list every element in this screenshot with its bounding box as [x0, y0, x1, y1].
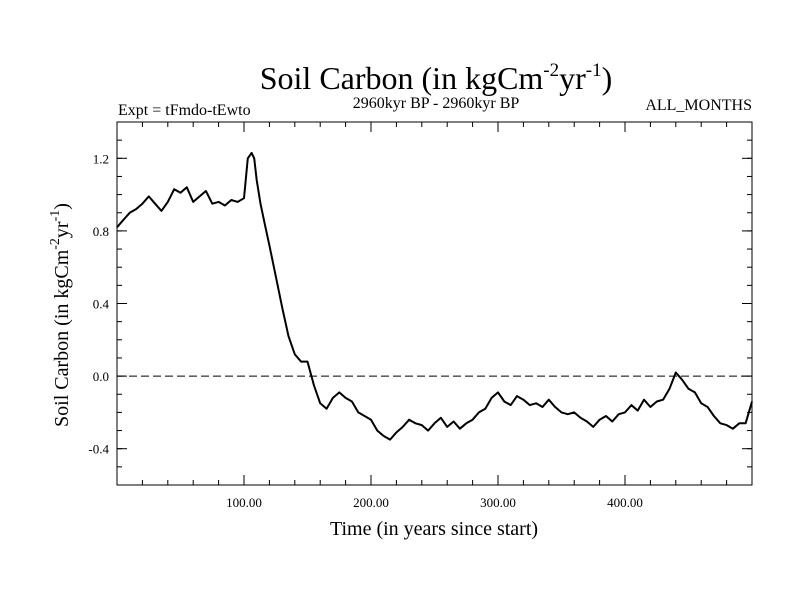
experiment-label: Expt = tFmdo-tEwto — [118, 102, 251, 119]
y-tick-label: -0.4 — [88, 442, 109, 457]
chart-title-close: ) — [602, 60, 613, 96]
x-axis-label: Time (in years since start) — [330, 518, 538, 540]
y-axis-label-exp1: -2 — [48, 238, 63, 250]
x-tick-label: 100.00 — [226, 495, 262, 510]
y-tick-label: 1.2 — [93, 151, 109, 166]
plot-frame — [116, 121, 753, 486]
y-tick-label: 0.0 — [93, 369, 109, 384]
series-line-soil-carbon — [116, 151, 753, 441]
y-axis-label-mid: yr — [51, 221, 73, 238]
chart-title-base: Soil Carbon (in kgCm — [260, 60, 544, 96]
y-axis-label: Soil Carbon (in kgCm-2yr-1) — [48, 203, 73, 427]
months-label: ALL_MONTHS — [645, 97, 752, 114]
chart-title-exp2: -1 — [586, 60, 602, 81]
y-tick-labels: -0.4 0.0 0.4 0.8 1.2 — [88, 151, 109, 456]
chart-title: Soil Carbon (in kgCm-2yr-1) — [260, 60, 613, 96]
series-group — [116, 151, 753, 441]
chart-title-mid: yr — [559, 60, 586, 96]
axes-ticks — [117, 122, 752, 485]
y-axis-label-close: ) — [51, 203, 73, 210]
y-axis-label-base: Soil Carbon (in kgCm — [51, 249, 73, 427]
x-tick-labels: 100.00 200.00 300.00 400.00 — [226, 495, 643, 510]
y-axis-label-exp2: -1 — [48, 210, 63, 222]
y-tick-label: 0.4 — [93, 297, 110, 312]
x-tick-label: 300.00 — [480, 495, 516, 510]
y-tick-label: 0.8 — [93, 224, 109, 239]
x-tick-label: 200.00 — [353, 495, 389, 510]
period-label: 2960kyr BP - 2960kyr BP — [353, 95, 520, 112]
x-tick-label: 400.00 — [607, 495, 643, 510]
chart-title-exp1: -2 — [543, 60, 559, 81]
